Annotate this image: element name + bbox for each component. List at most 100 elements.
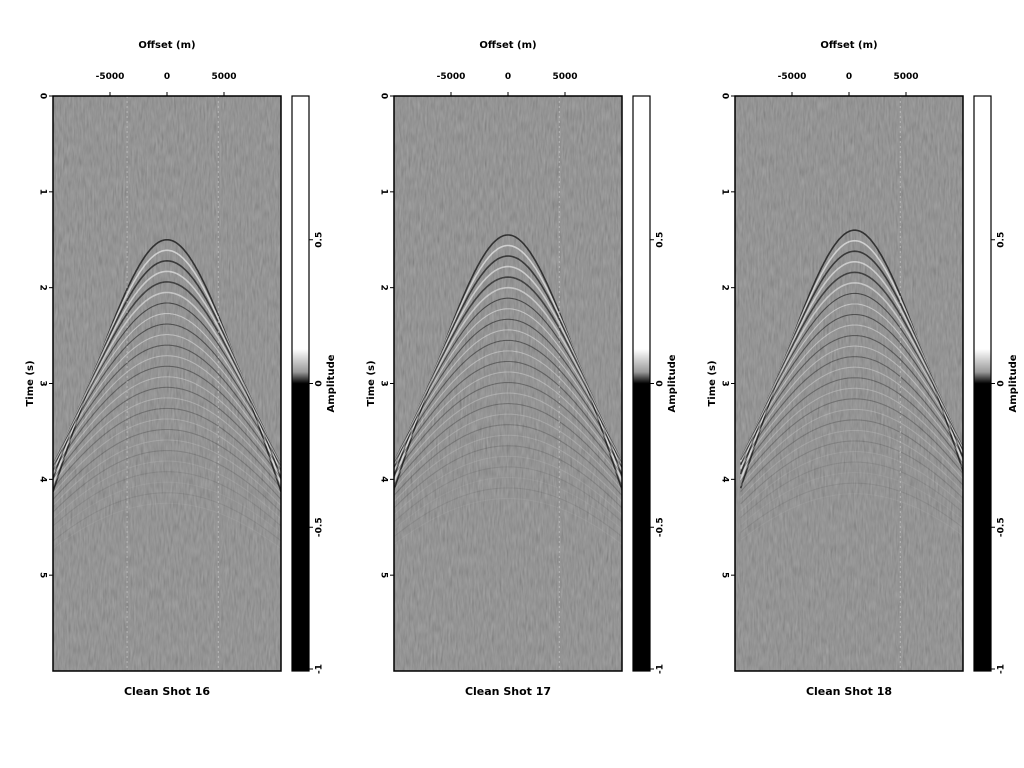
- y-tick-label: 0: [38, 93, 48, 99]
- y-tick-label: 2: [720, 285, 730, 291]
- reflection-event: [740, 398, 963, 482]
- y-tick-label: 2: [379, 285, 389, 291]
- plot-title: Clean Shot 17: [465, 685, 551, 698]
- reflection-event: [53, 492, 281, 542]
- reflection-event: [394, 424, 622, 496]
- colorbar: [632, 95, 651, 672]
- y-tick-label: 5: [720, 572, 730, 578]
- reflection-event: [53, 312, 281, 465]
- y-axis-label: Time (s): [366, 360, 377, 406]
- reflection-event: [53, 471, 281, 527]
- reflection-event: [53, 439, 281, 506]
- reflection-event: [394, 392, 622, 480]
- reflection-event: [53, 397, 281, 484]
- reflection-event: [53, 450, 281, 513]
- reflection-event: [394, 476, 622, 530]
- x-tick-label: 0: [164, 72, 170, 82]
- colorbar-tick-label: -1: [997, 664, 1007, 674]
- reflection-event: [53, 365, 281, 472]
- reflection-event: [394, 371, 622, 472]
- x-tick-label: -5000: [96, 72, 125, 82]
- reflection-event: [394, 286, 622, 465]
- y-tick-label: 1: [379, 189, 389, 195]
- reflection-event: [740, 345, 963, 463]
- colorbar: [973, 95, 992, 672]
- colorbar-tick-label: 0.5: [315, 232, 325, 248]
- reflection-event: [394, 445, 622, 509]
- y-axis-label: Time (s): [25, 360, 36, 406]
- colorbar-tick-label: 0: [997, 380, 1007, 386]
- seismic-noise: [53, 96, 281, 671]
- reflection-event: [53, 291, 281, 467]
- reflection-event: [53, 386, 281, 480]
- reflection-event: [740, 482, 963, 533]
- y-tick-label: 5: [379, 572, 389, 578]
- colorbar-tick-label: 0: [656, 380, 666, 386]
- reflection-event: [740, 461, 963, 519]
- reflection-event: [394, 308, 622, 462]
- reflection-event: [394, 455, 622, 516]
- colorbar-tick-label: -1: [315, 664, 325, 674]
- shot-panel: -5000 0 5000 Offset (m) 0 1 2 3 4 5 Time (s) -1 -0.5…: [366, 40, 678, 698]
- y-tick-label: 4: [38, 476, 48, 482]
- reflection-event: [53, 323, 281, 465]
- colorbar-tick-label: -0.5: [315, 517, 325, 537]
- y-axis-label: Time (s): [707, 360, 718, 406]
- y-tick-label: 2: [38, 285, 48, 291]
- reflection-event: [394, 339, 622, 464]
- x-axis-label: Offset (m): [820, 40, 877, 51]
- reflection-event: [740, 493, 963, 541]
- reflection-event: [53, 355, 281, 469]
- y-tick-label: 5: [38, 572, 48, 578]
- reflection-event: [394, 360, 622, 469]
- reflection-event: [740, 472, 963, 526]
- y-tick-label: 3: [379, 380, 389, 386]
- reflection-event: [740, 303, 963, 459]
- y-tick-label: 3: [720, 380, 730, 386]
- x-tick-label: 0: [505, 72, 511, 82]
- x-tick-label: 0: [846, 72, 852, 82]
- shot-panel: -5000 0 5000 Offset (m) 0 1 2 3 4 5 Time (s) -1 -0.5…: [25, 40, 337, 698]
- y-tick-label: 3: [38, 380, 48, 386]
- reflection-event: [394, 403, 622, 485]
- reflection-event: [394, 466, 622, 523]
- x-axis-label: Offset (m): [479, 40, 536, 51]
- y-tick-label: 4: [379, 476, 389, 482]
- seismic-noise: [735, 96, 963, 671]
- reflection-event: [394, 297, 622, 463]
- reflection-event: [740, 440, 963, 505]
- x-tick-label: 5000: [552, 72, 577, 82]
- x-axis-label: Offset (m): [138, 40, 195, 51]
- x-tick-label: -5000: [778, 72, 807, 82]
- reflection-event: [394, 276, 622, 468]
- y-tick-label: 1: [720, 189, 730, 195]
- y-tick-label: 0: [379, 93, 389, 99]
- reflection-event: [53, 302, 281, 466]
- colorbar-tick-label: 0.5: [997, 232, 1007, 248]
- shot-panel: -5000 0 5000 Offset (m) 0 1 2 3 4 5 Time (s) -1 -0.5…: [707, 40, 1019, 698]
- reflection-event: [53, 344, 281, 467]
- reflection-event: [394, 413, 622, 491]
- colorbar-tick-label: 0: [315, 380, 325, 386]
- reflection-event: [740, 429, 963, 498]
- reflection-event: [394, 329, 622, 462]
- reflection-event: [740, 450, 963, 512]
- reflection-event: [740, 419, 963, 492]
- reflection-event: [739, 271, 963, 465]
- reflection-event: [740, 366, 963, 468]
- reflection-event: [53, 418, 281, 495]
- reflection-event: [740, 356, 963, 465]
- reflection-event: [53, 481, 281, 534]
- reflection-event: [740, 292, 963, 460]
- y-tick-label: 4: [720, 476, 730, 482]
- reflection-event: [740, 387, 963, 477]
- reflection-event: [53, 428, 281, 500]
- y-tick-label: 1: [38, 189, 48, 195]
- reflection-event: [394, 487, 622, 538]
- plot-title: Clean Shot 16: [124, 685, 210, 698]
- x-tick-label: 5000: [893, 72, 918, 82]
- reflection-event: [740, 408, 963, 487]
- reflection-event: [394, 381, 622, 476]
- plot-title: Clean Shot 18: [806, 685, 892, 698]
